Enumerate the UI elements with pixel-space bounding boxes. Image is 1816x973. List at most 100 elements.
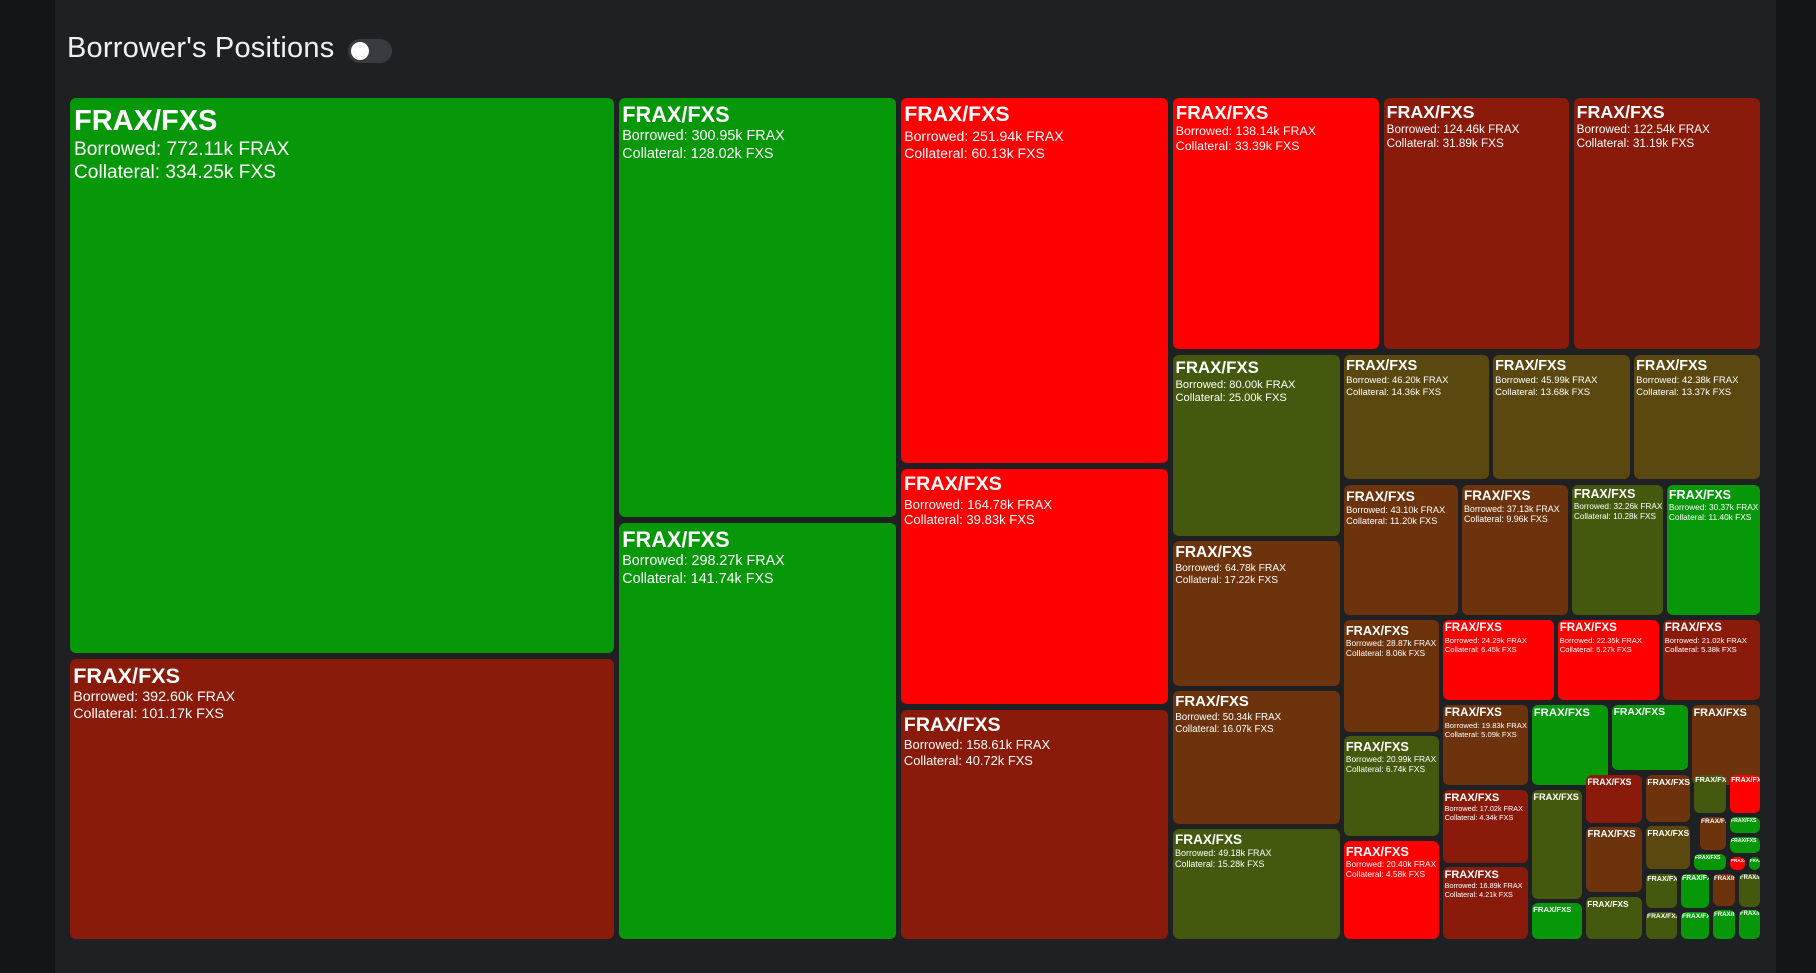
treemap-cell[interactable]: FRAX/FXS bbox=[1681, 912, 1709, 939]
treemap-cell[interactable]: FRAX/FXS bbox=[1739, 874, 1760, 907]
cell-borrowed-label: Borrowed: 22.35k FRAX bbox=[1559, 636, 1642, 646]
cell-pair-label: FRAX/FXS bbox=[1693, 707, 1747, 720]
treemap-cell[interactable]: FRAX/FXS bbox=[1646, 775, 1690, 822]
treemap-cell[interactable]: FRAX/FXS Borrowed: 164.78k FRAX Collateral… bbox=[901, 469, 1168, 704]
treemap-cell[interactable]: FRAX/FXS Borrowed: 45.99k FRAX Collateral:… bbox=[1493, 355, 1630, 479]
left-gutter bbox=[0, 0, 55, 973]
positions-treemap: FRAX/FXS Borrowed: 772.11k FRAX Collateral… bbox=[55, 0, 1776, 973]
cell-pair-label: FRAX/FXS bbox=[1636, 357, 1708, 374]
cell-borrowed-label: Borrowed: 20.40k FRAX bbox=[1345, 858, 1437, 869]
cell-pair-label: FRAX/FXS bbox=[1587, 776, 1632, 787]
treemap-cell[interactable]: FRAX/FXS Borrowed: 16.89k FRAX Collateral:… bbox=[1443, 867, 1528, 939]
panel-header: Borrower's Positions bbox=[67, 32, 393, 65]
treemap-cell[interactable]: FRAX/FXS bbox=[1612, 705, 1688, 770]
treemap-cell[interactable]: FRAX/FXS Borrowed: 32.26k FRAX Collateral:… bbox=[1572, 485, 1663, 615]
treemap-cell[interactable]: FRAX/FXS bbox=[1713, 874, 1735, 906]
treemap-cell[interactable]: FRAX/FXS bbox=[1646, 826, 1690, 869]
cell-pair-label: FRAX/FXS bbox=[1740, 911, 1760, 918]
treemap-cell[interactable]: FRAX/FXS bbox=[1646, 912, 1677, 939]
cell-borrowed-label: Borrowed: 122.54k FRAX bbox=[1576, 122, 1710, 136]
cell-pair-label: FRAX/FXS bbox=[1533, 707, 1590, 720]
cell-collateral-label: Collateral: 334.25k FXS bbox=[74, 161, 276, 183]
treemap-cell[interactable]: FRAX/FXS bbox=[1532, 903, 1582, 939]
treemap-cell[interactable]: FRAX/FXS Borrowed: 37.13k FRAX Collateral:… bbox=[1462, 485, 1568, 615]
treemap-cell[interactable]: FRAX/FXS Borrowed: 80.00k FRAX Collateral:… bbox=[1173, 355, 1340, 536]
cell-pair-label: FRAX/FXS bbox=[1647, 913, 1677, 921]
cell-borrowed-label: Borrowed: 24.29k FRAX bbox=[1444, 636, 1527, 646]
cell-pair-label: FRAX/FXS bbox=[1175, 544, 1253, 562]
treemap-cell[interactable]: FRAX/FXS bbox=[1692, 705, 1760, 785]
treemap-cell[interactable]: FRAX/FXS Borrowed: 20.40k FRAX Collateral:… bbox=[1344, 841, 1439, 939]
cell-collateral-label: Collateral: 60.13k FXS bbox=[904, 144, 1045, 161]
treemap-cell[interactable]: FRAX/FXS bbox=[1694, 775, 1726, 813]
cell-borrowed-label: Borrowed: 45.99k FRAX bbox=[1495, 375, 1598, 387]
treemap-cell[interactable]: FRAX/FXS Borrowed: 124.46k FRAX Collateral… bbox=[1384, 98, 1569, 349]
cell-collateral-label: Collateral: 6.45k FXS bbox=[1444, 645, 1517, 655]
treemap-cell[interactable]: FRAX/FXS bbox=[1681, 874, 1709, 908]
treemap-cell[interactable]: FRAX/FXS Borrowed: 30.37k FRAX Collateral:… bbox=[1667, 485, 1760, 615]
treemap-cell[interactable]: FRAX/FXS Borrowed: 138.14k FRAX Collateral… bbox=[1173, 98, 1379, 349]
cell-pair-label: FRAX/FXS bbox=[1664, 622, 1722, 635]
cell-pair-label: FRAX/FXS bbox=[1346, 487, 1415, 504]
treemap-cell[interactable]: FRAX/FXS Borrowed: 49.18k FRAX Collateral:… bbox=[1173, 829, 1340, 939]
cell-pair-label: FRAX/FXS bbox=[1587, 828, 1636, 840]
treemap-cell[interactable]: FRAX/FXS bbox=[1749, 857, 1760, 870]
treemap-cell[interactable]: FRAX/FXS Borrowed: 64.78k FRAX Collateral:… bbox=[1173, 541, 1340, 686]
cell-pair-label: FRAX/FXS bbox=[1573, 487, 1636, 502]
cell-borrowed-label: Borrowed: 300.95k FRAX bbox=[622, 128, 785, 145]
view-toggle[interactable] bbox=[348, 38, 393, 63]
treemap-cell[interactable]: FRAX/FXS Borrowed: 22.35k FRAX Collateral:… bbox=[1558, 620, 1659, 700]
cell-pair-label: FRAX/FXS bbox=[1701, 818, 1726, 826]
treemap-cell[interactable]: FRAX/FXS bbox=[1713, 910, 1735, 939]
cell-borrowed-label: Borrowed: 80.00k FRAX bbox=[1175, 378, 1296, 391]
cell-borrowed-label: Borrowed: 50.34k FRAX bbox=[1175, 711, 1282, 723]
treemap-cell[interactable]: FRAX/FXS Borrowed: 43.10k FRAX Collateral:… bbox=[1344, 485, 1458, 615]
cell-pair-label: FRAX/FXS bbox=[1345, 738, 1409, 754]
treemap-cell[interactable]: FRAX/FXS bbox=[1532, 705, 1608, 785]
treemap-cell[interactable]: FRAX/FXS bbox=[1730, 857, 1745, 870]
cell-pair-label: FRAX/FXS bbox=[1647, 776, 1690, 787]
cell-pair-label: FRAX/FXS bbox=[1464, 487, 1531, 503]
cell-pair-label: FRAX/FXS bbox=[1444, 622, 1502, 635]
cell-collateral-label: Collateral: 16.07k FXS bbox=[1175, 723, 1274, 735]
cell-pair-label: FRAX/FXS bbox=[1444, 707, 1502, 720]
treemap-cell[interactable]: FRAX/FXS Borrowed: 21.02k FRAX Collateral:… bbox=[1663, 620, 1760, 700]
cell-collateral-label: Collateral: 5.09k FXS bbox=[1444, 730, 1517, 740]
cell-collateral-label: Collateral: 11.20k FXS bbox=[1346, 515, 1438, 526]
treemap-cell[interactable]: FRAX/FXS bbox=[1586, 775, 1642, 823]
cell-collateral-label: Collateral: 33.39k FXS bbox=[1175, 139, 1300, 154]
treemap-cell[interactable]: FRAX/FXS bbox=[1739, 910, 1760, 939]
treemap-cell[interactable]: FRAX/FXS Borrowed: 46.20k FRAX Collateral:… bbox=[1344, 355, 1489, 479]
treemap-cell[interactable]: FRAX/FXS Borrowed: 392.60k FRAX Collateral… bbox=[70, 659, 614, 939]
treemap-cell[interactable]: FRAX/FXS Borrowed: 50.34k FRAX Collateral:… bbox=[1173, 691, 1340, 824]
treemap-cell[interactable]: FRAX/FXS bbox=[1586, 827, 1642, 892]
cell-pair-label: FRAX/FXS bbox=[622, 527, 730, 553]
treemap-cell[interactable]: FRAX/FXS Borrowed: 122.54k FRAX Collateral… bbox=[1574, 98, 1760, 349]
cell-collateral-label: Collateral: 39.83k FXS bbox=[903, 512, 1035, 528]
cell-pair-label: FRAX/FXS bbox=[1345, 843, 1409, 859]
treemap-cell[interactable]: FRAX/FXS Borrowed: 42.38k FRAX Collateral:… bbox=[1634, 355, 1760, 479]
treemap-cell[interactable]: FRAX/FXS Borrowed: 158.61k FRAX Collateral… bbox=[901, 710, 1168, 939]
treemap-cell[interactable]: FRAX/FXS Borrowed: 28.87k FRAX Collateral:… bbox=[1344, 620, 1439, 732]
cell-pair-label: FRAX/FXS bbox=[1714, 875, 1735, 883]
treemap-cell[interactable]: FRAX/FXS Borrowed: 17.02k FRAX Collateral:… bbox=[1443, 790, 1528, 863]
cell-pair-label: FRAX/FXS bbox=[73, 663, 181, 689]
cell-borrowed-label: Borrowed: 43.10k FRAX bbox=[1346, 504, 1446, 515]
treemap-cell[interactable]: FRAX/FXS Borrowed: 772.11k FRAX Collateral… bbox=[70, 98, 614, 653]
cell-pair-label: FRAX/FXS bbox=[1731, 776, 1760, 785]
treemap-cell[interactable]: FRAX/FXS bbox=[1694, 854, 1726, 870]
treemap-cell[interactable]: FRAX/FXS Borrowed: 20.99k FRAX Collateral:… bbox=[1344, 736, 1439, 836]
treemap-cell[interactable]: FRAX/FXS bbox=[1586, 897, 1642, 939]
treemap-cell[interactable]: FRAX/FXS Borrowed: 298.27k FRAX Collateral… bbox=[619, 523, 896, 939]
treemap-cell[interactable]: FRAX/FXS Borrowed: 19.83k FRAX Collateral:… bbox=[1443, 705, 1528, 785]
treemap-cell[interactable]: FRAX/FXS bbox=[1532, 790, 1582, 899]
treemap-cell[interactable]: FRAX/FXS Borrowed: 24.29k FRAX Collateral:… bbox=[1443, 620, 1554, 700]
treemap-cell[interactable]: FRAX/FXS bbox=[1730, 837, 1760, 853]
cell-collateral-label: Collateral: 9.96k FXS bbox=[1464, 514, 1548, 525]
treemap-cell[interactable]: FRAX/FXS bbox=[1646, 874, 1677, 908]
treemap-cell[interactable]: FRAX/FXS bbox=[1700, 817, 1726, 850]
treemap-cell[interactable]: FRAX/FXS Borrowed: 251.94k FRAX Collateral… bbox=[901, 98, 1168, 463]
treemap-cell[interactable]: FRAX/FXS bbox=[1730, 775, 1760, 813]
treemap-cell[interactable]: FRAX/FXS bbox=[1730, 817, 1760, 833]
treemap-cell[interactable]: FRAX/FXS Borrowed: 300.95k FRAX Collateral… bbox=[619, 98, 896, 517]
